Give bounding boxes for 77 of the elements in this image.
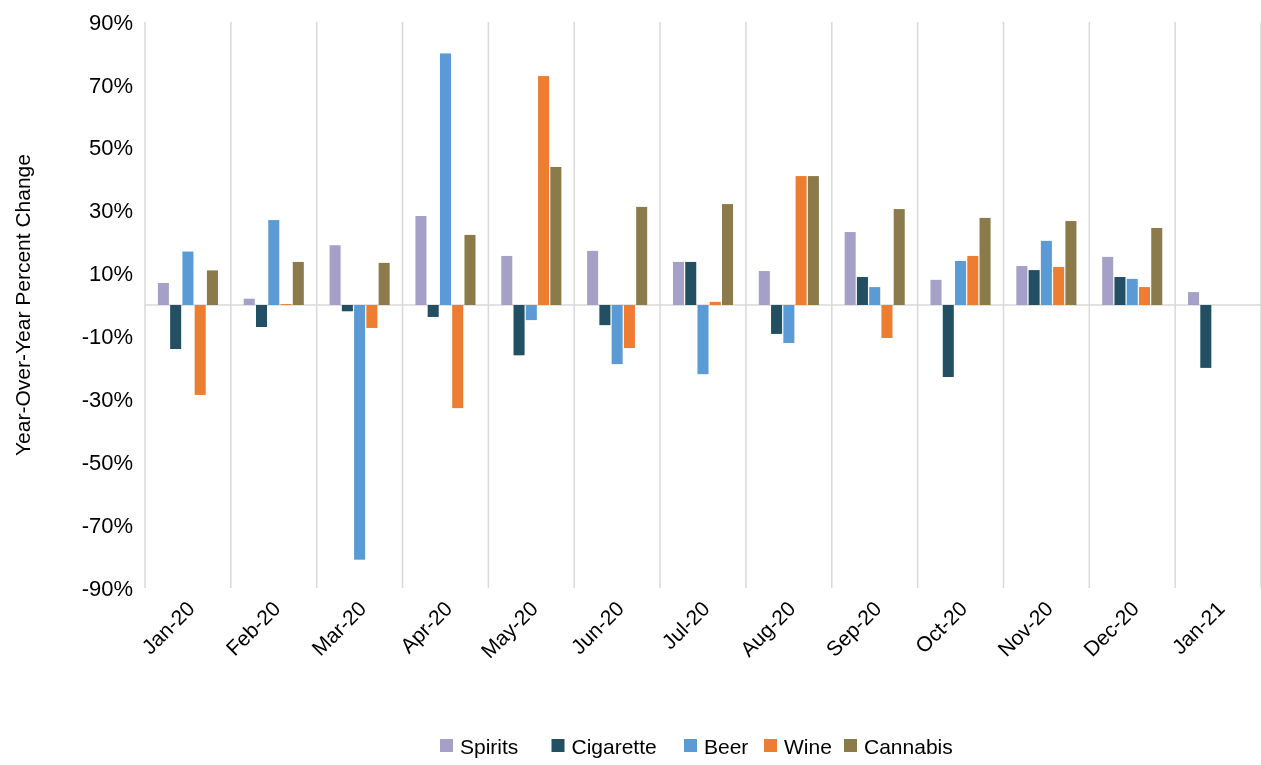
bar bbox=[378, 262, 390, 305]
y-tick-label: -70% bbox=[81, 512, 133, 538]
bar bbox=[268, 220, 280, 305]
bar bbox=[672, 261, 684, 305]
bar bbox=[464, 234, 476, 305]
bar bbox=[1151, 227, 1163, 305]
bar bbox=[182, 251, 194, 305]
bar bbox=[255, 305, 268, 328]
bar bbox=[930, 279, 942, 305]
bar bbox=[1040, 240, 1052, 305]
bar bbox=[771, 305, 783, 334]
bar bbox=[783, 305, 795, 344]
bar bbox=[341, 305, 353, 312]
bar bbox=[636, 206, 648, 305]
bar bbox=[611, 305, 623, 365]
bar bbox=[844, 232, 856, 305]
bar bbox=[893, 209, 905, 305]
bar bbox=[955, 260, 967, 305]
bar bbox=[1065, 221, 1077, 305]
bar bbox=[550, 166, 562, 305]
bar bbox=[1016, 266, 1028, 305]
bar bbox=[758, 271, 770, 305]
bar bbox=[942, 305, 954, 378]
y-tick-label: 90% bbox=[88, 9, 133, 35]
bar bbox=[697, 305, 709, 375]
bar bbox=[1028, 270, 1040, 305]
bar bbox=[587, 250, 599, 305]
y-tick-label: -10% bbox=[81, 324, 133, 350]
bar bbox=[599, 305, 611, 326]
bar bbox=[452, 305, 464, 409]
legend-label: Wine bbox=[784, 735, 832, 759]
bar bbox=[170, 305, 182, 350]
bar bbox=[354, 305, 366, 560]
bar bbox=[1114, 277, 1126, 305]
y-tick-label: 50% bbox=[88, 135, 133, 161]
y-tick-label: -30% bbox=[81, 387, 133, 413]
bar bbox=[881, 305, 893, 339]
bar bbox=[1200, 305, 1212, 368]
bar bbox=[501, 255, 513, 305]
bar bbox=[513, 305, 525, 356]
bar bbox=[1138, 287, 1151, 305]
legend-label: Cannabis bbox=[864, 735, 953, 759]
bar bbox=[623, 305, 635, 349]
y-axis-title: Year-Over-Year Percent Change bbox=[11, 154, 34, 456]
bar bbox=[1126, 278, 1138, 305]
bar bbox=[1188, 292, 1200, 305]
bar bbox=[194, 305, 206, 395]
bar bbox=[979, 217, 991, 305]
bar bbox=[685, 261, 697, 305]
bar bbox=[292, 261, 304, 305]
bar bbox=[709, 301, 721, 305]
y-tick-label: 70% bbox=[88, 72, 133, 98]
bar bbox=[439, 53, 451, 305]
bar bbox=[538, 76, 550, 305]
legend-label: Cigarette bbox=[571, 735, 657, 759]
bar bbox=[366, 305, 378, 328]
bar bbox=[722, 204, 734, 305]
bar bbox=[427, 305, 439, 317]
bar bbox=[795, 176, 807, 305]
bar bbox=[243, 298, 255, 305]
y-tick-label: 30% bbox=[88, 198, 133, 224]
bar bbox=[967, 255, 979, 305]
legend-label: Spirits bbox=[460, 735, 519, 759]
bar bbox=[525, 305, 537, 321]
bar bbox=[206, 270, 218, 305]
y-tick-label: -50% bbox=[81, 449, 133, 475]
bar bbox=[856, 277, 868, 305]
y-tick-label: 10% bbox=[88, 261, 133, 287]
bar bbox=[329, 245, 341, 305]
bar bbox=[1102, 256, 1114, 305]
bar bbox=[869, 287, 881, 305]
bar bbox=[1053, 266, 1065, 305]
y-tick-label: -90% bbox=[81, 575, 133, 601]
legend-label: Beer bbox=[704, 735, 749, 759]
bar bbox=[807, 176, 819, 305]
bar bbox=[157, 282, 169, 305]
bar bbox=[415, 216, 427, 305]
